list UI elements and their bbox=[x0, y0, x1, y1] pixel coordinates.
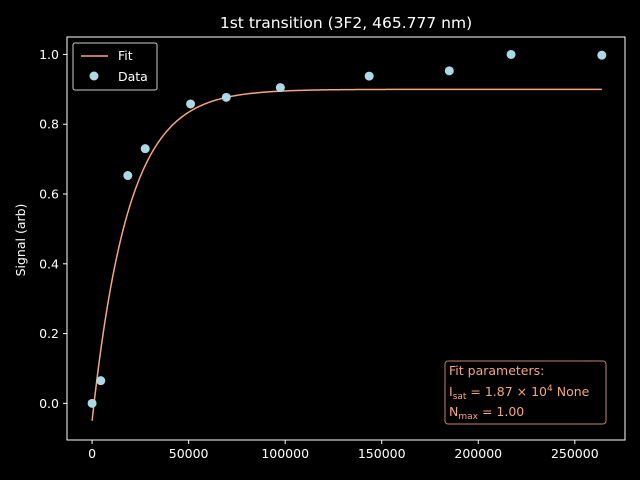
legend-fit-label: Fit bbox=[118, 48, 133, 63]
x-tick-label-3: 100000 bbox=[261, 446, 309, 461]
fit-parameters-box: Fit parameters: Isat = 1.87 × 104 None N… bbox=[444, 360, 607, 425]
isat-subscript: sat bbox=[453, 392, 467, 402]
legend-data-label: Data bbox=[118, 69, 148, 84]
fit-parameters-nmax: Nmax = 1.00 bbox=[449, 404, 524, 422]
data-point-8 bbox=[364, 71, 374, 81]
x-tick-label-2: 50000 bbox=[169, 446, 209, 461]
y-tick-label-1: 0.0 bbox=[39, 396, 59, 411]
isat-unit: None bbox=[553, 384, 590, 399]
fit-parameters-isat: Isat = 1.87 × 104 None bbox=[449, 384, 590, 402]
y-tick-label-6: 1.0 bbox=[39, 47, 59, 62]
nmax-value: = 1.00 bbox=[478, 404, 524, 419]
y-tick-label-3: 0.4 bbox=[39, 256, 59, 271]
fit-line bbox=[91, 88, 602, 421]
fit-parameters-frame bbox=[444, 360, 607, 425]
y-axis-label: Signal (arb) bbox=[13, 204, 28, 277]
fit-parameters-header: Fit parameters: bbox=[449, 363, 544, 378]
isat-symbol: I bbox=[449, 384, 453, 399]
x-tick-label-4: 150000 bbox=[358, 446, 406, 461]
data-point-5 bbox=[186, 99, 196, 109]
data-point-1 bbox=[87, 398, 97, 408]
y-tick-label-2: 0.2 bbox=[39, 326, 59, 341]
data-point-11 bbox=[597, 50, 607, 60]
nmax-symbol: N bbox=[449, 404, 458, 419]
isat-exponent: 4 bbox=[547, 384, 553, 394]
nmax-subscript: max bbox=[458, 412, 478, 422]
chart-title: 1st transition (3F2, 465.777 nm) bbox=[220, 14, 472, 32]
y-tick-label-4: 0.6 bbox=[39, 187, 59, 202]
plot-area: 0 50000 100000 150000 200000 250000 0.0 0.2 0.4 0… bbox=[39, 36, 626, 461]
data-point-4 bbox=[140, 144, 150, 154]
data-point-3 bbox=[123, 171, 133, 181]
data-point-6 bbox=[221, 92, 231, 102]
data-point-9 bbox=[444, 66, 454, 76]
data-point-7 bbox=[275, 83, 285, 93]
legend-data-swatch bbox=[89, 71, 99, 81]
x-tick-label-6: 250000 bbox=[551, 446, 599, 461]
data-point-2 bbox=[96, 376, 106, 386]
x-tick-label-1: 0 bbox=[88, 446, 96, 461]
isat-equals: = 1.87 × 10 bbox=[466, 384, 547, 399]
data-point-10 bbox=[506, 49, 516, 59]
y-tick-label-5: 0.8 bbox=[39, 117, 59, 132]
legend: Fit Data bbox=[72, 42, 158, 91]
axes-frame bbox=[66, 36, 626, 441]
x-tick-label-5: 200000 bbox=[454, 446, 502, 461]
